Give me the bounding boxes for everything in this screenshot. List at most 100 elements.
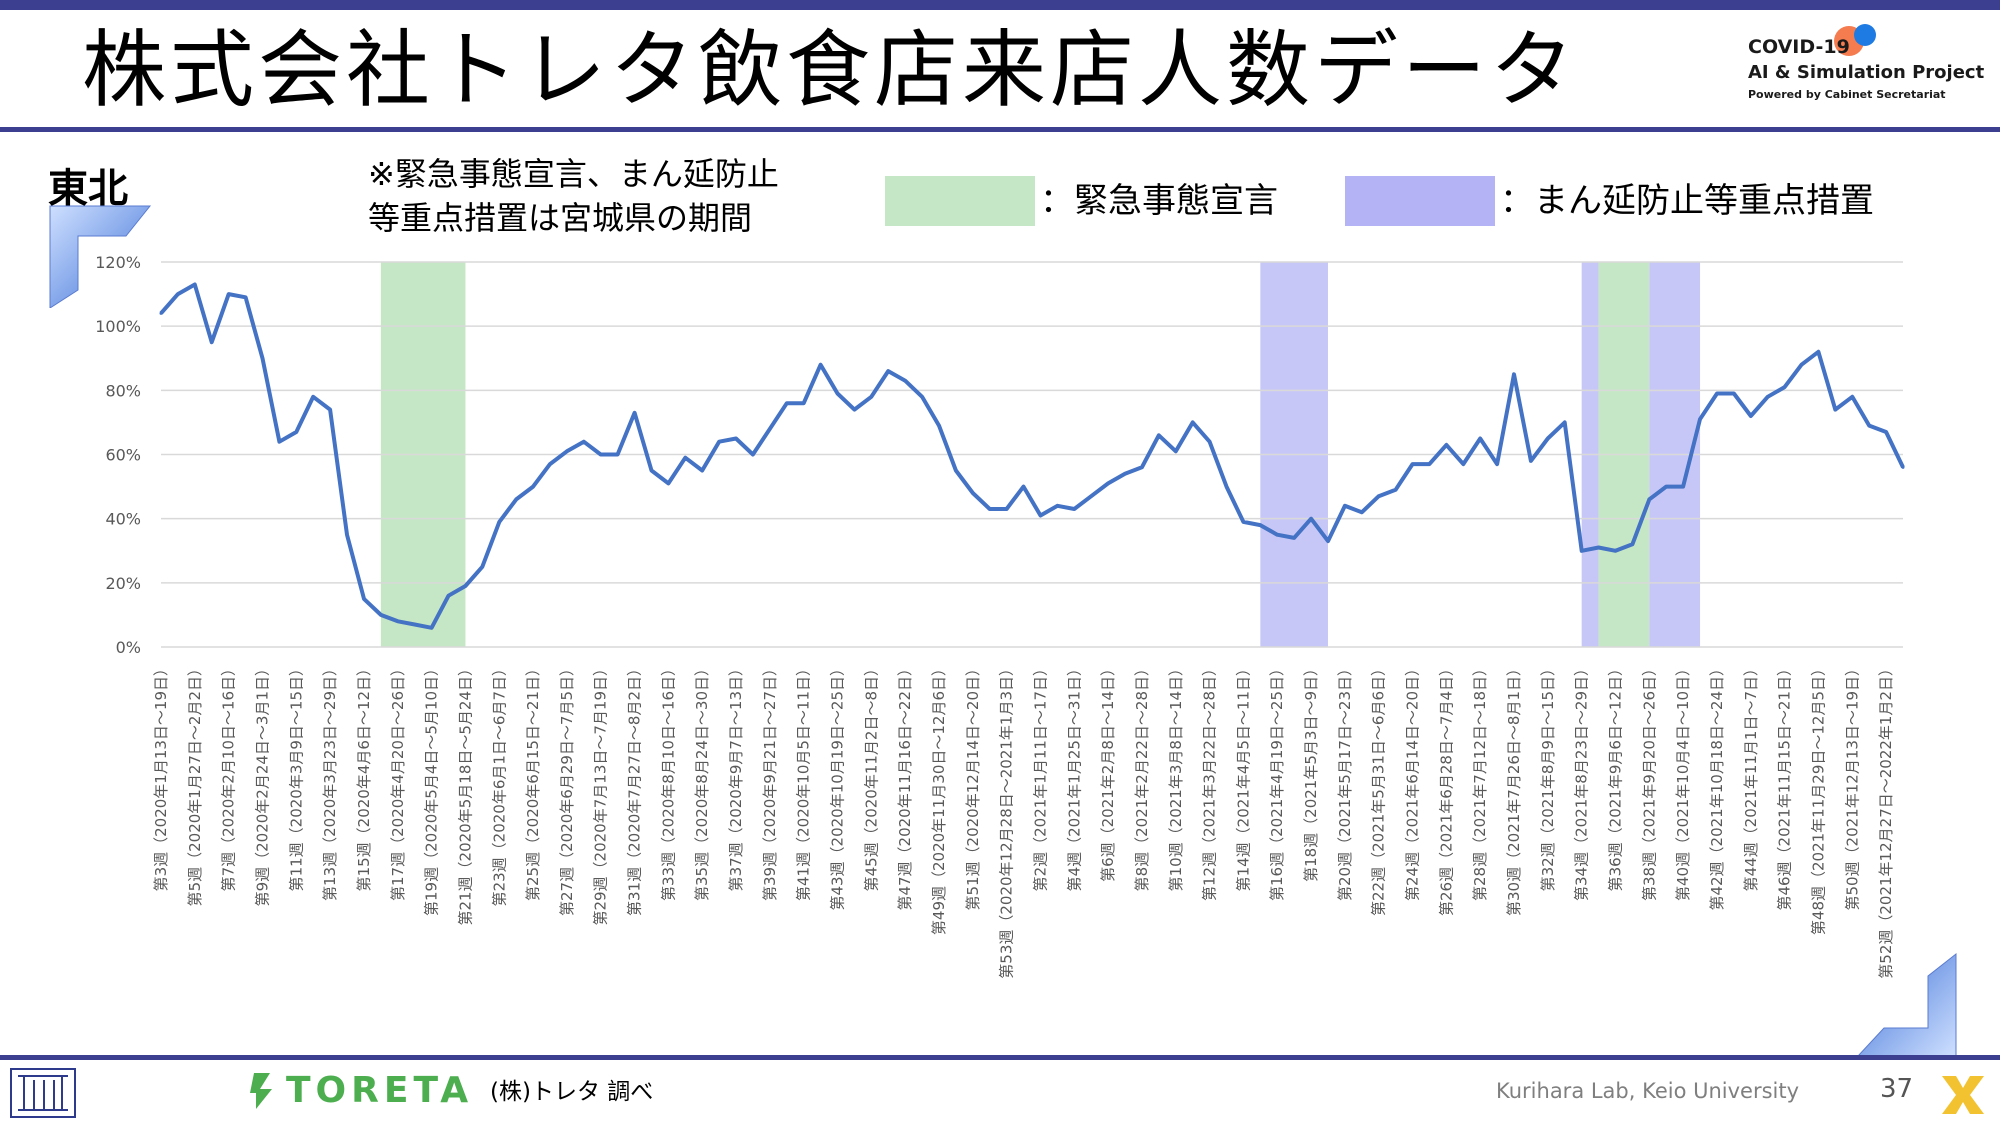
data-point bbox=[1512, 372, 1516, 376]
data-point bbox=[430, 626, 434, 630]
data-point bbox=[1360, 510, 1364, 514]
series-line-0 bbox=[159, 282, 1905, 630]
data-point bbox=[497, 520, 501, 524]
x-tick-label: 第35週（2020年8月24日～30日） bbox=[693, 661, 711, 901]
data-point bbox=[1224, 485, 1228, 489]
x-axis-labels: 第3週（2020年1月13日～19日） 第5週（2020年1月27日～2月2日） 第… bbox=[152, 661, 1895, 979]
x-tick-label: 第25週（2020年6月15日～21日） bbox=[524, 661, 542, 901]
data-point bbox=[1343, 504, 1347, 508]
data-point bbox=[159, 311, 163, 315]
x-tick-label: 第22週（2021年5月31日～6月6日） bbox=[1370, 661, 1388, 916]
ai-lab-logo-icon bbox=[10, 1068, 76, 1118]
x-tick-label: 第4週（2021年1月25日～31日） bbox=[1065, 661, 1083, 891]
x-tick-label: 第48週（2021年11月29日～12月5日） bbox=[1809, 661, 1827, 935]
x-tick-label: 第17週（2020年4月20日～26日） bbox=[389, 661, 407, 901]
data-point bbox=[1191, 420, 1195, 424]
y-tick-label: 40% bbox=[105, 510, 141, 529]
legend-emergency-label: ：緊急事態宣言 bbox=[1040, 181, 1278, 221]
legend-manen-label: ：まん延防止等重点措置 bbox=[1500, 181, 1874, 221]
data-point bbox=[362, 597, 366, 601]
toreta-logo: TORETA bbox=[248, 1070, 473, 1111]
data-point bbox=[785, 401, 789, 405]
data-point bbox=[869, 395, 873, 399]
x-tick-label: 第15週（2020年4月6日～12日） bbox=[355, 661, 373, 891]
data-point bbox=[1901, 465, 1905, 469]
data-point bbox=[1241, 520, 1245, 524]
data-point bbox=[1495, 462, 1499, 466]
x-tick-label: 第23週（2020年6月1日～6月7日） bbox=[490, 661, 508, 906]
x-tick-label: 第46週（2021年11月15日～21日） bbox=[1776, 661, 1794, 911]
x-tick-label: 第9週（2020年2月24日～3月1日） bbox=[253, 661, 271, 906]
x-logo-icon bbox=[1942, 1076, 1984, 1114]
corner-arrow-top-icon bbox=[49, 205, 152, 308]
data-point bbox=[1867, 424, 1871, 428]
data-point bbox=[988, 507, 992, 511]
data-point bbox=[1123, 472, 1127, 476]
data-point bbox=[836, 392, 840, 396]
data-point bbox=[531, 485, 535, 489]
data-point bbox=[971, 491, 975, 495]
x-tick-label: 第13週（2020年3月23日～29日） bbox=[321, 661, 339, 901]
x-tick-label: 第7週（2020年2月10日～16日） bbox=[220, 661, 238, 891]
x-tick-label: 第41週（2020年10月5日～11日） bbox=[795, 661, 813, 901]
page-number: 37 bbox=[1880, 1074, 1914, 1104]
data-point bbox=[1749, 414, 1753, 418]
x-tick-label: 第44週（2021年11月1日～7日） bbox=[1742, 661, 1760, 891]
x-tick-label: 第33週（2020年8月10日～16日） bbox=[659, 661, 677, 901]
data-point bbox=[1309, 517, 1313, 521]
data-point bbox=[447, 594, 451, 598]
x-tick-label: 第3週（2020年1月13日～19日） bbox=[152, 661, 170, 891]
period-note: ※緊急事態宣言、まん延防止 等重点措置は宮城県の期間 bbox=[368, 152, 779, 240]
title-divider bbox=[0, 127, 2000, 132]
data-point bbox=[1681, 485, 1685, 489]
x-tick-label: 第6週（2021年2月8日～14日） bbox=[1099, 661, 1117, 882]
data-point bbox=[1529, 459, 1533, 463]
data-point bbox=[1411, 462, 1415, 466]
data-point bbox=[193, 282, 197, 286]
data-point bbox=[1055, 504, 1059, 508]
y-tick-label: 120% bbox=[95, 253, 141, 272]
data-point bbox=[1275, 533, 1279, 537]
series-line bbox=[159, 282, 1905, 630]
data-point bbox=[1157, 433, 1161, 437]
data-point bbox=[480, 565, 484, 569]
source-note: (株)トレタ 調べ bbox=[490, 1079, 654, 1105]
x-tick-label: 第53週（2020年12月28日～2021年1月3日） bbox=[998, 661, 1016, 979]
corner-arrow-bottom-icon bbox=[1856, 952, 1957, 1057]
data-point bbox=[1715, 392, 1719, 396]
x-tick-label: 第2週（2021年1月11日～17日） bbox=[1031, 661, 1049, 891]
y-axis-ticks: 0% 20% 40% 60% 80% 100% 120% bbox=[95, 253, 141, 657]
brand-blue-dot-icon bbox=[1854, 24, 1876, 46]
data-point bbox=[1140, 465, 1144, 469]
data-point bbox=[1478, 436, 1482, 440]
data-point bbox=[1394, 488, 1398, 492]
x-tick-label: 第40週（2021年10月4日～10日） bbox=[1674, 661, 1692, 901]
x-tick-label: 第30週（2021年7月26日～8月1日） bbox=[1505, 661, 1523, 916]
data-point bbox=[1326, 539, 1330, 543]
gridlines bbox=[161, 261, 1903, 648]
line-chart: 0% 20% 40% 60% 80% 100% 120% 第3週（2020年1月13日～19… bbox=[95, 253, 1905, 979]
toreta-wordmark: TORETA bbox=[286, 1070, 474, 1111]
data-point bbox=[1258, 523, 1262, 527]
data-point bbox=[700, 469, 704, 473]
data-point bbox=[1038, 513, 1042, 517]
data-point bbox=[582, 440, 586, 444]
footer-divider bbox=[0, 1055, 2000, 1060]
data-point bbox=[1613, 549, 1617, 553]
x-tick-label: 第42週（2021年10月18日～24日） bbox=[1708, 661, 1726, 911]
data-point bbox=[1005, 507, 1009, 511]
data-point bbox=[277, 440, 281, 444]
data-point bbox=[396, 619, 400, 623]
x-tick-label: 第16週（2021年4月19日～25日） bbox=[1268, 661, 1286, 901]
data-point bbox=[311, 395, 315, 399]
y-tick-label: 80% bbox=[105, 381, 141, 400]
data-point bbox=[1174, 449, 1178, 453]
data-point bbox=[244, 295, 248, 299]
data-point bbox=[210, 340, 214, 344]
data-point bbox=[954, 469, 958, 473]
toreta-mark-icon bbox=[250, 1072, 272, 1109]
x-tick-label: 第20週（2021年5月17日～23日） bbox=[1336, 661, 1354, 901]
brand-block: COVID-19 AI & Simulation Project Powered… bbox=[1748, 34, 1984, 104]
data-point bbox=[379, 613, 383, 617]
x-tick-label: 第10週（2021年3月8日～14日） bbox=[1167, 661, 1185, 891]
